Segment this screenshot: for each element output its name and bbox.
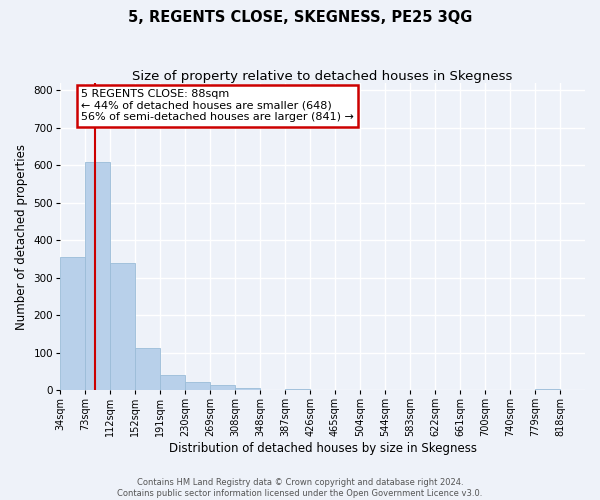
Bar <box>185 382 210 390</box>
Bar <box>136 348 160 390</box>
Text: 5 REGENTS CLOSE: 88sqm
← 44% of detached houses are smaller (648)
56% of semi-de: 5 REGENTS CLOSE: 88sqm ← 44% of detached… <box>81 89 354 122</box>
Bar <box>210 386 235 390</box>
X-axis label: Distribution of detached houses by size in Skegness: Distribution of detached houses by size … <box>169 442 476 455</box>
Text: 5, REGENTS CLOSE, SKEGNESS, PE25 3QG: 5, REGENTS CLOSE, SKEGNESS, PE25 3QG <box>128 10 472 25</box>
Y-axis label: Number of detached properties: Number of detached properties <box>15 144 28 330</box>
Bar <box>85 162 110 390</box>
Bar <box>60 257 85 390</box>
Bar <box>535 389 560 390</box>
Bar <box>160 375 185 390</box>
Bar <box>235 388 260 390</box>
Bar <box>285 389 310 390</box>
Text: Contains HM Land Registry data © Crown copyright and database right 2024.
Contai: Contains HM Land Registry data © Crown c… <box>118 478 482 498</box>
Title: Size of property relative to detached houses in Skegness: Size of property relative to detached ho… <box>133 70 513 83</box>
Bar <box>110 263 135 390</box>
